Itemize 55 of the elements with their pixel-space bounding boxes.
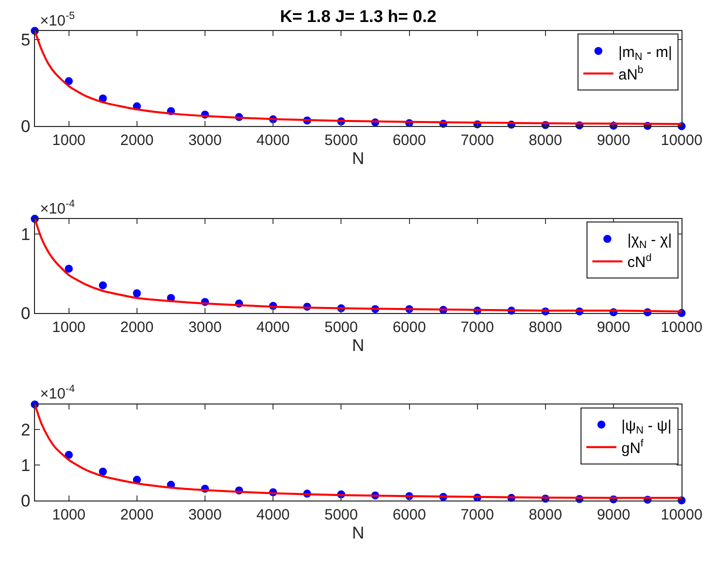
x-tick-label: 3000 bbox=[188, 319, 222, 336]
x-tick-label: 1000 bbox=[52, 319, 86, 336]
x-axis-title: N bbox=[352, 149, 364, 168]
y-tick-label: 1 bbox=[20, 456, 30, 475]
chart-title: K= 1.8 J= 1.3 h= 0.2 bbox=[280, 7, 436, 26]
x-tick-label: 3000 bbox=[188, 132, 222, 150]
legend-label: cN$^{d}$ bbox=[627, 252, 652, 272]
legend-label: |m$_{N}$ - m| bbox=[618, 44, 672, 63]
legend-label: aN$^{b}$ bbox=[618, 64, 644, 84]
x-tick-label: 5000 bbox=[324, 319, 358, 336]
x-tick-label: 1000 bbox=[52, 132, 86, 150]
x-tick-label: 4000 bbox=[256, 319, 290, 336]
x-tick-label: 4000 bbox=[256, 132, 290, 150]
x-tick-label: 7000 bbox=[460, 506, 494, 524]
y-tick-label: 2 bbox=[20, 420, 30, 440]
x-tick-label: 6000 bbox=[392, 319, 426, 336]
x-tick-label: 8000 bbox=[528, 132, 562, 150]
point bbox=[98, 281, 107, 290]
x-tick-label: 3000 bbox=[188, 506, 222, 524]
x-tick-label: 6000 bbox=[392, 506, 426, 524]
x-tick-label: 2000 bbox=[120, 319, 154, 336]
y-tick-label: 0 bbox=[20, 304, 30, 323]
x-tick-label: 1000 bbox=[52, 506, 86, 524]
x-tick-label: 7000 bbox=[460, 132, 494, 150]
legend-label: |χ$_{N}$ - χ| bbox=[627, 232, 672, 251]
x-axis-title: N bbox=[352, 336, 364, 356]
x-tick-label: 10000 bbox=[660, 132, 702, 150]
y-tick-label: 0 bbox=[20, 491, 30, 510]
x-tick-label: 8000 bbox=[528, 319, 562, 336]
point bbox=[98, 468, 107, 476]
x-axis-title: N bbox=[352, 523, 364, 542]
x-tick-label: 5000 bbox=[324, 132, 358, 150]
point bbox=[64, 264, 73, 273]
x-tick-label: 8000 bbox=[528, 506, 562, 524]
x-tick-label: 9000 bbox=[596, 132, 630, 150]
x-tick-label: 6000 bbox=[392, 132, 426, 150]
x-tick-label: 9000 bbox=[596, 506, 630, 524]
y-tick-label: 5 bbox=[20, 30, 30, 50]
point bbox=[132, 289, 141, 298]
x-tick-label: 2000 bbox=[120, 132, 154, 150]
x-tick-label: 2000 bbox=[120, 506, 154, 524]
y-tick-label: 0 bbox=[20, 117, 30, 136]
x-tick-label: 4000 bbox=[256, 506, 290, 524]
text: ×10$^{-5}$ bbox=[40, 10, 75, 30]
legend-label: gN$^{f}$ bbox=[621, 438, 644, 457]
text: ×10$^{-4}$ bbox=[40, 383, 75, 402]
x-tick-label: 10000 bbox=[660, 506, 702, 524]
x-tick-label: 10000 bbox=[660, 319, 702, 336]
x-tick-label: 7000 bbox=[460, 319, 494, 336]
y-tick-label: 1 bbox=[20, 224, 30, 244]
legend-label: |ψ$_{N}$ - ψ| bbox=[621, 417, 672, 437]
x-tick-label: 9000 bbox=[596, 319, 630, 336]
point bbox=[64, 450, 73, 459]
text: ×10$^{-4}$ bbox=[40, 198, 75, 218]
x-tick-label: 5000 bbox=[324, 506, 358, 524]
